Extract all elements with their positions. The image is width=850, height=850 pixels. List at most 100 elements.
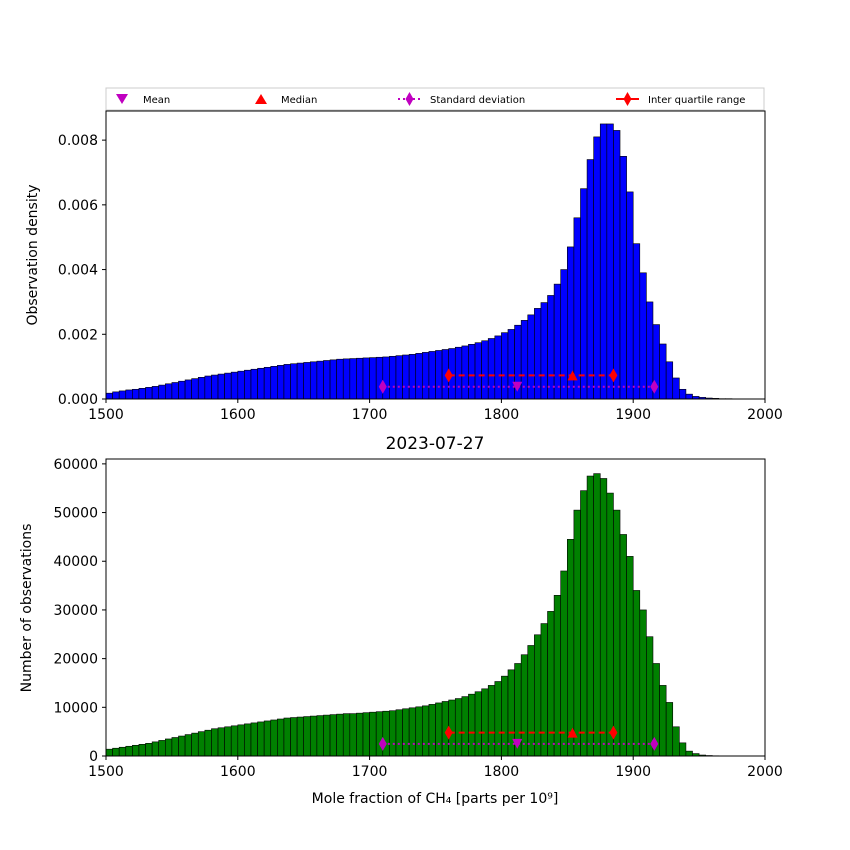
count-y-tick-label: 40000 [53, 554, 98, 570]
density-bar [599, 123, 608, 400]
count-bar [613, 509, 621, 757]
count-y-tick-label: 60000 [53, 457, 98, 473]
density-bar [402, 354, 410, 400]
density-bar [237, 370, 245, 400]
count-x-tick-label: 2000 [747, 764, 783, 780]
density-stats-overlay [378, 368, 659, 394]
density-bar [244, 369, 252, 400]
count-bar [197, 731, 206, 757]
density-x-ticks: 1500 1600 1700 1800 1900 2000 [88, 399, 783, 423]
density-bar [145, 387, 153, 400]
density-bar [290, 363, 298, 400]
density-bar [665, 361, 674, 400]
count-y-tick-label: 0 [89, 749, 98, 765]
density-bar [468, 344, 476, 400]
density-bar [316, 360, 324, 400]
density-bar [309, 361, 318, 400]
density-bar [362, 357, 370, 400]
density-bar [435, 350, 443, 400]
density-bar [540, 302, 548, 400]
std-diamond-icon [405, 92, 414, 106]
density-bar [593, 136, 601, 400]
count-std-diamond [650, 736, 659, 751]
count-bar [283, 717, 291, 757]
density-bar [191, 378, 199, 400]
density-bar [151, 386, 160, 400]
density-median-marker [567, 370, 578, 381]
density-bar [389, 355, 397, 400]
density-bar [132, 388, 140, 400]
count-bar [290, 717, 298, 757]
count-bar [244, 723, 252, 757]
density-bar [494, 335, 502, 400]
count-y-tick-label: 20000 [53, 652, 98, 668]
count-bar [329, 714, 337, 757]
density-bar [672, 377, 680, 400]
count-bar [250, 722, 258, 757]
legend: Mean Median Standard deviation Inter qua… [105, 87, 765, 111]
density-bar [474, 342, 482, 400]
count-bar [257, 721, 265, 757]
count-bar [402, 708, 410, 757]
density-bar [197, 377, 206, 400]
count-bar [593, 473, 601, 757]
density-bar [619, 156, 627, 400]
count-bar [112, 747, 120, 757]
density-bar [454, 346, 463, 400]
legend-iqr-label: Inter quartile range [648, 95, 745, 106]
density-y-tick-label: 0.008 [58, 133, 98, 149]
count-mean-marker [512, 738, 523, 749]
count-y-ticks: 0 10000 20000 30000 40000 50000 60000 [53, 457, 106, 765]
density-bar [422, 352, 430, 400]
count-bar [566, 539, 575, 757]
count-bar [171, 737, 179, 757]
count-bar [296, 716, 304, 757]
density-bar [679, 388, 687, 400]
count-bar [375, 711, 384, 757]
density-bar [184, 379, 192, 400]
density-bar [118, 390, 127, 400]
density-bar [323, 360, 331, 400]
density-y-tick-label: 0.006 [58, 198, 98, 214]
count-bar [606, 492, 614, 757]
count-bar [118, 746, 127, 757]
count-axes-frame [105, 458, 766, 757]
count-std-diamond [378, 736, 387, 751]
count-bar [138, 744, 146, 757]
count-bar [395, 709, 403, 757]
density-bar [336, 358, 344, 400]
density-bar [507, 329, 515, 400]
count-bar [573, 509, 581, 757]
density-bar [586, 159, 594, 400]
density-bar [356, 357, 364, 400]
density-bar [573, 217, 581, 400]
count-bar [428, 704, 436, 757]
iqr-diamond-icon [623, 92, 632, 106]
count-bar [481, 688, 489, 757]
count-bar [619, 534, 627, 757]
count-bar [211, 728, 219, 757]
density-bar [415, 353, 423, 400]
density-x-tick-label: 1500 [88, 407, 124, 423]
density-bar [230, 371, 239, 400]
density-bar [105, 392, 113, 400]
count-iqr-diamond [609, 725, 618, 740]
density-x-tick-label: 1900 [615, 407, 651, 423]
density-bar [211, 374, 219, 400]
count-bar [580, 490, 588, 757]
count-bar [224, 726, 232, 757]
density-mean-marker [512, 381, 523, 392]
density-bar [250, 368, 258, 400]
density-bar [138, 388, 146, 400]
density-bar [165, 383, 173, 400]
density-x-tick-label: 1700 [352, 407, 388, 423]
density-bar [257, 367, 265, 400]
count-bar [415, 706, 423, 757]
density-std-diamond [378, 379, 387, 394]
density-bar [481, 340, 489, 400]
density-histogram: 1500 1600 1700 1800 1900 2000 0.000 0.002 0.004… [25, 110, 783, 423]
density-bar [428, 351, 436, 400]
density-bar [283, 364, 291, 400]
count-bar [468, 693, 476, 757]
